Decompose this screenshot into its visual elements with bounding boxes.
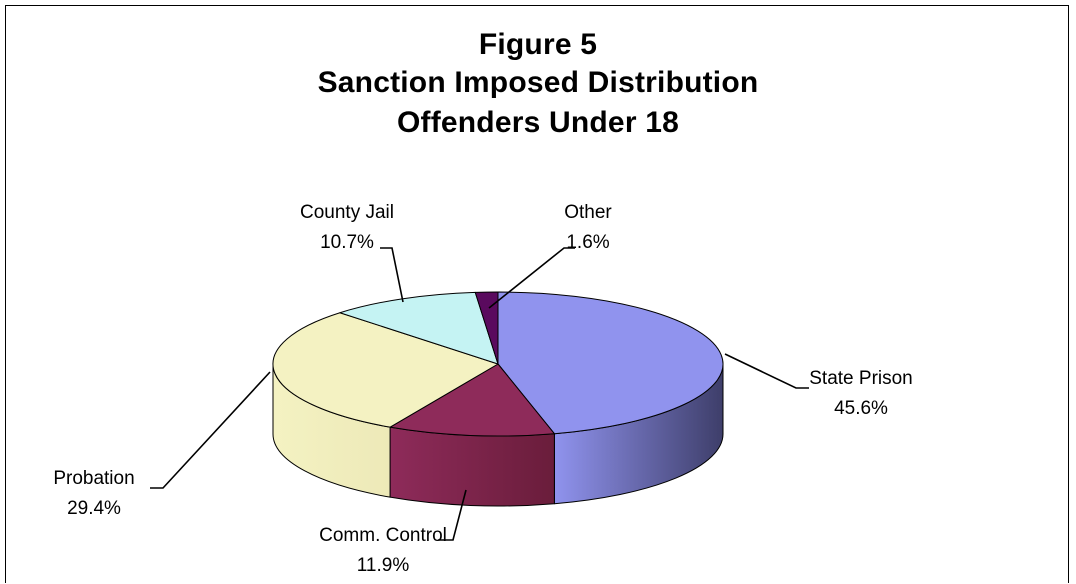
pie-top-faces	[272, 291, 724, 437]
data-value-state-prison: 45.6%	[834, 398, 888, 419]
chart-title-line-3: Offenders Under 18	[396, 106, 679, 139]
leader-line-other	[488, 247, 575, 309]
data-value-comm-control: 11.9%	[357, 555, 410, 576]
data-label-county-jail: County Jail	[300, 202, 394, 223]
leader-line-probation	[150, 371, 271, 489]
chart-title-line-1: Figure 5	[478, 28, 598, 61]
data-label-state-prison: State Prison	[809, 368, 913, 389]
chart-frame: Figure 5 Sanction Imposed Distribution O…	[5, 5, 1069, 583]
data-value-probation: 29.4%	[67, 498, 121, 519]
data-label-comm-control: Comm. Control	[319, 525, 447, 546]
data-label-probation: Probation	[53, 468, 134, 489]
leader-line-state-prison	[724, 353, 809, 389]
chart-title-line-2: Sanction Imposed Distribution	[317, 66, 759, 99]
pie-slice-state-prison	[497, 291, 724, 435]
pie-chart: State Prison 45.6% Comm. Control 11.9% Proba…	[53, 202, 912, 576]
pie-side-comm-control	[389, 426, 555, 507]
pie-slice-comm-control	[389, 363, 555, 437]
pie-labels: State Prison 45.6% Comm. Control 11.9% Proba…	[53, 202, 912, 576]
data-value-other: 1.6%	[566, 232, 609, 253]
leader-line-county-jail	[380, 247, 404, 303]
pie-slice-probation	[272, 312, 499, 428]
pie-slice-other	[474, 291, 499, 365]
data-label-other: Other	[564, 202, 612, 223]
leader-line-comm-control	[438, 489, 467, 541]
data-value-county-jail: 10.7%	[320, 232, 374, 253]
pie-side-walls	[272, 363, 724, 507]
